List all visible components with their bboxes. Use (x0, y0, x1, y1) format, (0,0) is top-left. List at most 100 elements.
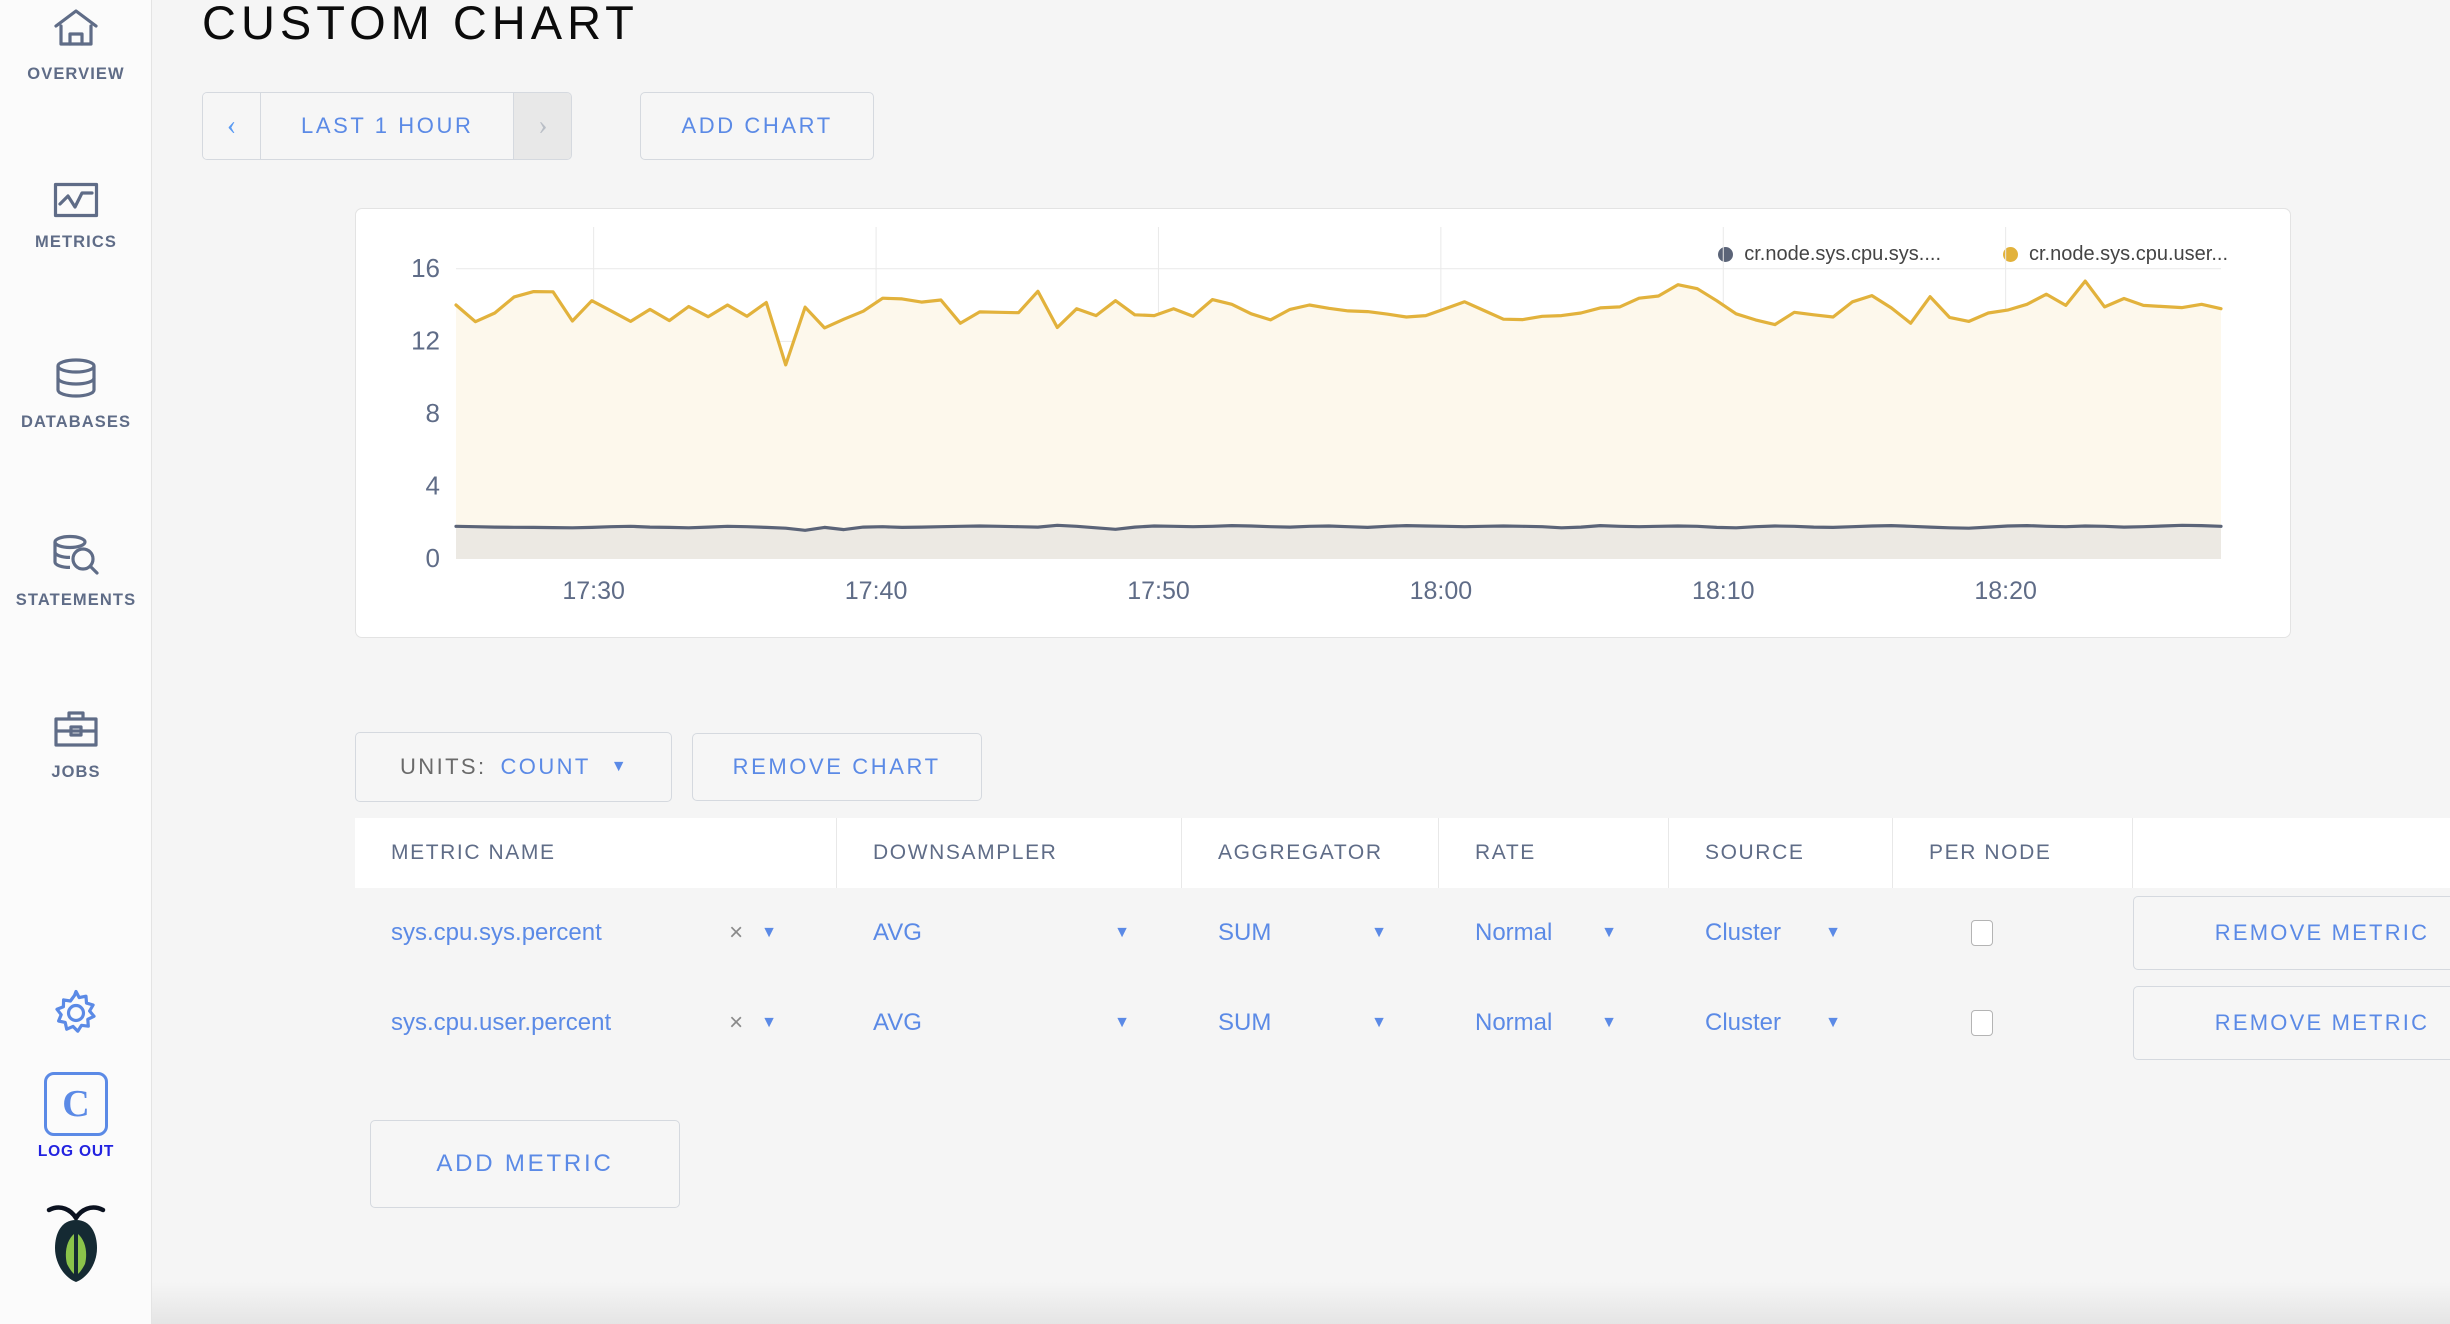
aggregator-value: SUM (1218, 919, 1272, 946)
sidebar-item-databases[interactable]: DATABASES (0, 358, 152, 432)
briefcase-icon (53, 710, 99, 753)
logout-button[interactable]: C LOG OUT (0, 1072, 152, 1161)
rate-value: Normal (1475, 919, 1553, 946)
svg-text:17:40: 17:40 (845, 577, 908, 605)
sidebar-item-label: OVERVIEW (27, 65, 125, 83)
svg-text:4: 4 (426, 470, 440, 500)
legend-label: cr.node.sys.cpu.sys.... (1744, 243, 1941, 265)
time-range-prev-button[interactable]: ‹ (203, 93, 261, 159)
units-dropdown[interactable]: UNITS: COUNT ▼ (355, 732, 672, 802)
svg-text:18:10: 18:10 (1692, 577, 1755, 605)
time-range-group: ‹ LAST 1 HOUR › (202, 92, 573, 160)
legend-item[interactable]: cr.node.sys.cpu.sys.... (1718, 243, 1941, 266)
rate-dropdown[interactable]: Normal ▼ (1439, 919, 1669, 947)
downsampler-value: AVG (873, 919, 922, 946)
legend-label: cr.node.sys.cpu.user... (2029, 243, 2228, 265)
chevron-down-icon: ▼ (1601, 924, 1617, 941)
sidebar-settings-button[interactable] (0, 988, 152, 1043)
aggregator-dropdown[interactable]: SUM ▼ (1182, 1009, 1439, 1037)
chevron-down-icon[interactable]: ▼ (761, 924, 777, 941)
units-value: COUNT (500, 754, 591, 779)
database-search-icon (52, 534, 100, 581)
downsampler-value: AVG (873, 1009, 922, 1036)
svg-text:18:20: 18:20 (1974, 577, 2037, 605)
add-chart-button[interactable]: ADD CHART (640, 92, 874, 160)
rate-dropdown[interactable]: Normal ▼ (1439, 1009, 1669, 1037)
chart-icon (53, 182, 99, 223)
column-header-actions (2133, 818, 2450, 888)
metric-name-cell[interactable]: sys.cpu.sys.percent × ▼ (355, 919, 837, 947)
time-range-next-button[interactable]: › (513, 93, 572, 159)
sidebar-item-statements[interactable]: STATEMENTS (0, 534, 152, 610)
chevron-down-icon: ▼ (1114, 924, 1130, 941)
sidebar-item-metrics[interactable]: METRICS (0, 182, 152, 252)
legend-color-dot (1718, 247, 1734, 262)
chevron-down-icon: ▼ (610, 758, 627, 775)
metric-name-link[interactable]: sys.cpu.user.percent (391, 1009, 612, 1036)
svg-text:12: 12 (411, 325, 440, 355)
remove-metric-button[interactable]: REMOVE METRIC (2133, 896, 2450, 970)
column-header-per-node: PER NODE (1893, 818, 2133, 888)
downsampler-dropdown[interactable]: AVG ▼ (837, 919, 1182, 947)
svg-text:0: 0 (426, 543, 440, 573)
metric-name-cell[interactable]: sys.cpu.user.percent × ▼ (355, 1009, 837, 1037)
main-content: CUSTOM CHART ‹ LAST 1 HOUR › ADD CHART c… (152, 0, 2450, 1324)
sidebar-item-label: JOBS (51, 763, 101, 781)
aggregator-dropdown[interactable]: SUM ▼ (1182, 919, 1439, 947)
units-label: UNITS: (400, 754, 487, 779)
source-value: Cluster (1705, 1009, 1782, 1036)
clear-metric-icon[interactable]: × (729, 919, 744, 946)
column-header-metric-name: METRIC NAME (355, 818, 837, 888)
chart-controls: UNITS: COUNT ▼ REMOVE CHART (355, 732, 982, 802)
chevron-down-icon: ▼ (1371, 1014, 1387, 1031)
source-dropdown[interactable]: Cluster ▼ (1669, 919, 1893, 947)
per-node-checkbox[interactable] (1971, 920, 1993, 946)
add-metric-button[interactable]: ADD METRIC (370, 1120, 680, 1208)
gear-icon (51, 988, 101, 1043)
sidebar-item-label: DATABASES (20, 413, 132, 431)
chevron-down-icon: ▼ (1371, 924, 1387, 941)
logout-label: LOG OUT (37, 1143, 115, 1160)
per-node-checkbox[interactable] (1971, 1010, 1993, 1036)
legend-item[interactable]: cr.node.sys.cpu.user... (2003, 243, 2228, 266)
chevron-down-icon: ▼ (1825, 1014, 1841, 1031)
chart-plot[interactable]: 0 4 8 12 16 17:30 17:40 17:50 18:00 18:10 18:20 (356, 209, 2292, 639)
home-icon (52, 6, 100, 55)
database-icon (54, 358, 98, 403)
column-header-rate: RATE (1439, 818, 1669, 888)
sidebar: OVERVIEW METRICS DATABASES (0, 0, 152, 1324)
sidebar-item-label: METRICS (35, 233, 117, 251)
table-row: sys.cpu.user.percent × ▼ AVG ▼ SUM ▼ (355, 978, 2450, 1068)
column-header-aggregator: AGGREGATOR (1182, 818, 1439, 888)
bottom-shadow (152, 1282, 2450, 1324)
chevron-down-icon[interactable]: ▼ (761, 1014, 777, 1031)
downsampler-dropdown[interactable]: AVG ▼ (837, 1009, 1182, 1037)
clear-metric-icon[interactable]: × (729, 1009, 744, 1036)
source-dropdown[interactable]: Cluster ▼ (1669, 1009, 1893, 1037)
source-value: Cluster (1705, 919, 1782, 946)
per-node-cell (1893, 920, 2133, 946)
sidebar-item-label: STATEMENTS (15, 591, 137, 609)
svg-text:17:50: 17:50 (1127, 577, 1190, 605)
metrics-table: METRIC NAME DOWNSAMPLER AGGREGATOR RATE … (355, 818, 2450, 1068)
svg-text:17:30: 17:30 (562, 577, 625, 605)
chart-legend: cr.node.sys.cpu.sys.... cr.node.sys.cpu.… (1718, 243, 2228, 266)
sidebar-item-overview[interactable]: OVERVIEW (0, 6, 152, 84)
legend-color-dot (2003, 247, 2018, 262)
logout-icon: C (44, 1072, 108, 1136)
per-node-cell (1893, 1010, 2133, 1036)
remove-chart-button[interactable]: REMOVE CHART (691, 733, 982, 801)
sidebar-item-jobs[interactable]: JOBS (0, 710, 152, 782)
time-range-label[interactable]: LAST 1 HOUR (261, 93, 514, 159)
page-title: CUSTOM CHART (202, 0, 639, 49)
remove-metric-button[interactable]: REMOVE METRIC (2133, 986, 2450, 1060)
svg-text:16: 16 (411, 253, 440, 283)
metric-name-link[interactable]: sys.cpu.sys.percent (391, 919, 602, 946)
svg-text:18:00: 18:00 (1410, 577, 1473, 605)
column-header-downsampler: DOWNSAMPLER (837, 818, 1182, 888)
chart-card: cr.node.sys.cpu.sys.... cr.node.sys.cpu.… (355, 208, 2291, 638)
chevron-down-icon: ▼ (1114, 1014, 1130, 1031)
column-header-source: SOURCE (1669, 818, 1893, 888)
chevron-down-icon: ▼ (1601, 1014, 1617, 1031)
